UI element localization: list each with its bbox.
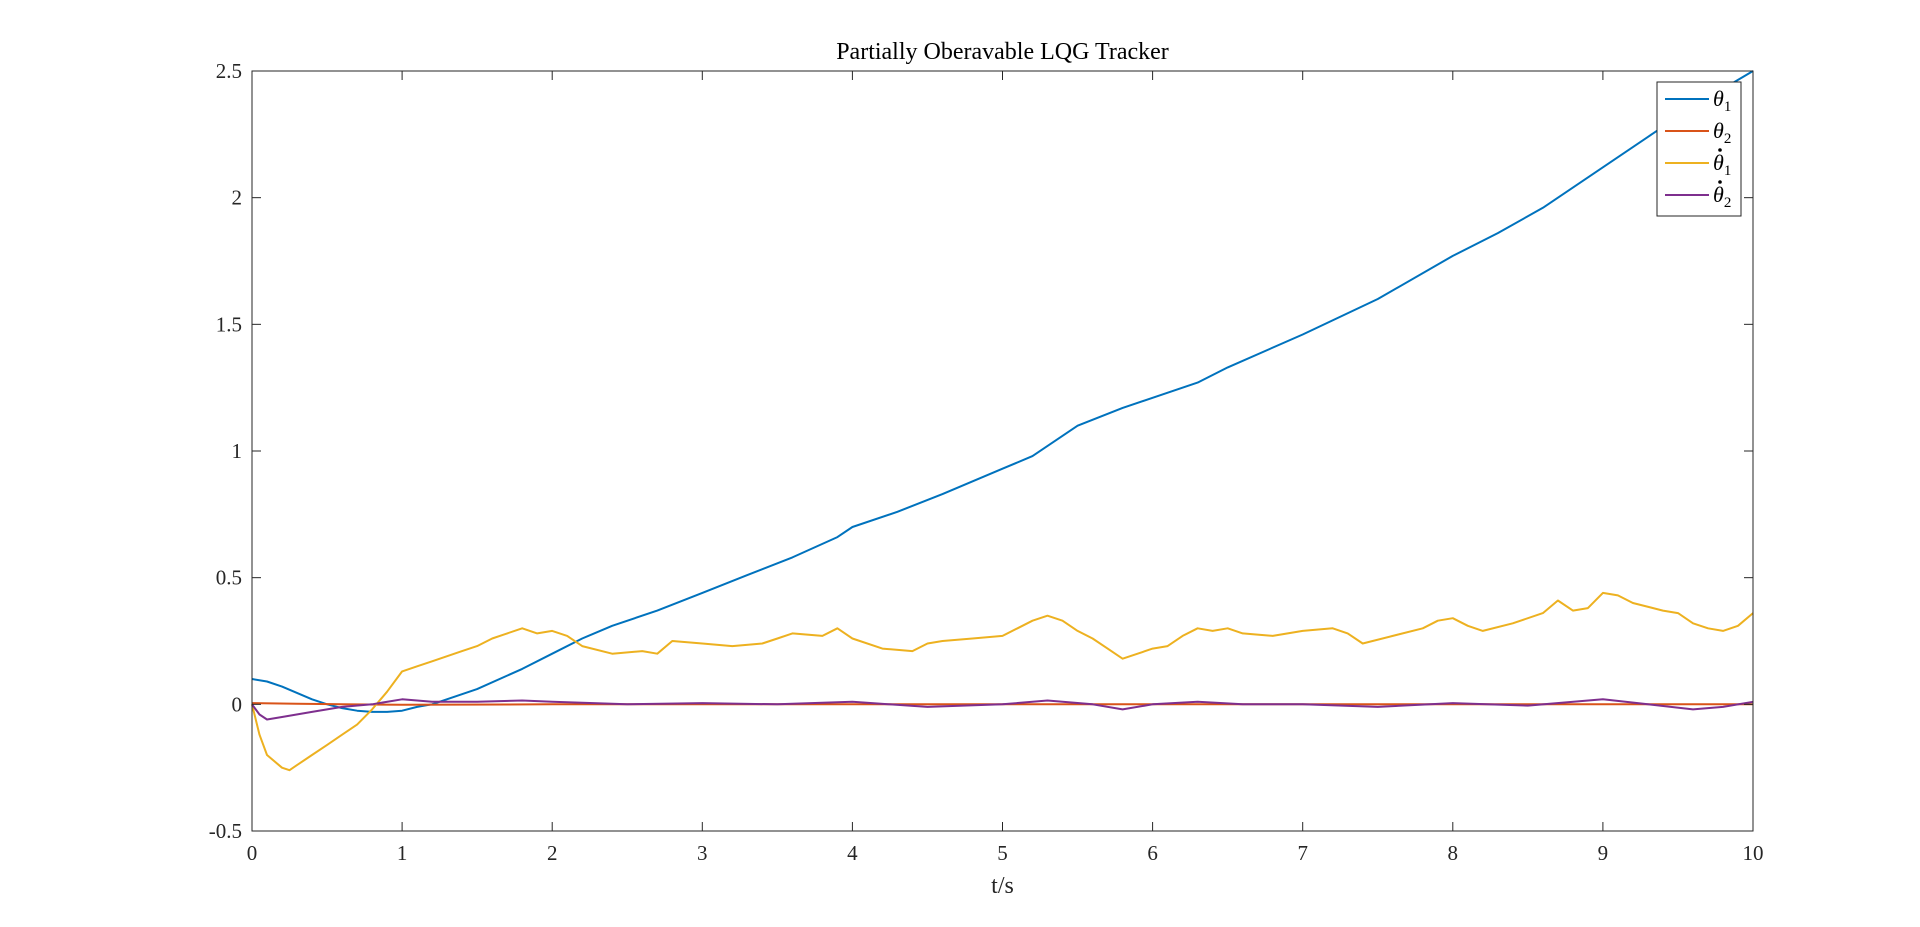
x-tick-label: 6 bbox=[1147, 841, 1158, 865]
x-tick-label: 5 bbox=[997, 841, 1008, 865]
series-line-2 bbox=[251, 702, 1753, 706]
y-tick-label: 2 bbox=[232, 186, 243, 210]
y-tick-label: -0.5 bbox=[209, 819, 242, 843]
x-tick-label: 10 bbox=[1743, 841, 1764, 865]
x-tick-label: 0 bbox=[247, 841, 258, 865]
y-tick-label: 2.5 bbox=[216, 59, 242, 83]
series-line-1 bbox=[251, 70, 1754, 713]
y-tick-label: 0.5 bbox=[216, 566, 242, 590]
legend-dot-3 bbox=[1718, 148, 1722, 152]
chart-title: Partially Oberavable LQG Tracker bbox=[836, 39, 1169, 65]
series-group bbox=[251, 70, 1754, 772]
x-tick-label: 2 bbox=[547, 841, 558, 865]
y-tick-label: 1 bbox=[232, 439, 243, 463]
series-line-4 bbox=[251, 698, 1754, 721]
x-tick-label: 7 bbox=[1297, 841, 1308, 865]
x-tick-label: 8 bbox=[1448, 841, 1459, 865]
legend-box bbox=[1656, 81, 1742, 217]
y-tick-label: 0 bbox=[232, 692, 243, 716]
x-axis-label: t/s bbox=[991, 873, 1014, 899]
x-tick-label: 4 bbox=[847, 841, 858, 865]
plot-frame bbox=[251, 70, 1754, 832]
legend-dot-4 bbox=[1718, 180, 1722, 184]
plot-area bbox=[252, 71, 1753, 831]
series-line-3 bbox=[251, 591, 1754, 772]
x-tick-label: 9 bbox=[1598, 841, 1609, 865]
axis-ticks: 0 1 2 3 4 5 6 7 8 9 10-0.500.511.522.5 bbox=[209, 59, 1764, 865]
x-tick-label: 1 bbox=[397, 841, 408, 865]
y-tick-label: 1.5 bbox=[216, 312, 242, 336]
x-tick-label: 3 bbox=[697, 841, 708, 865]
